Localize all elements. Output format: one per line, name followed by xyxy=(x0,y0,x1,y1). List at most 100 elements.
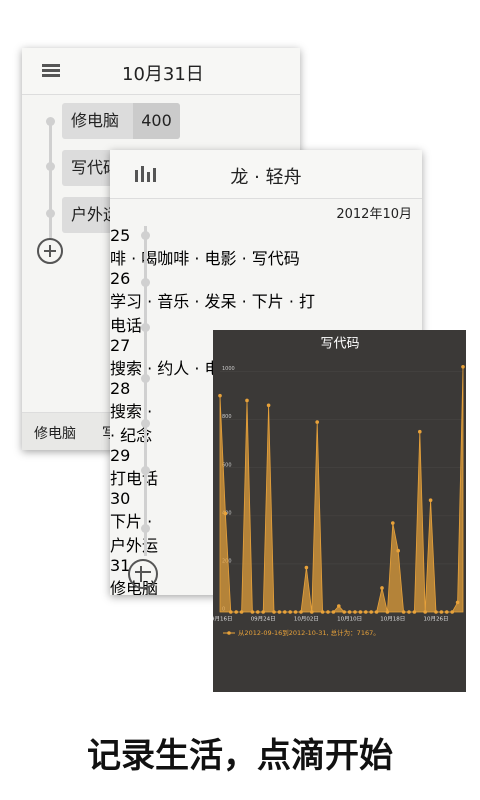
header: 龙 · 轻舟 xyxy=(110,150,422,199)
item-label: 户外运 xyxy=(71,205,120,224)
point xyxy=(250,610,255,614)
x-tick-label: 10月02日 xyxy=(294,616,319,623)
point xyxy=(353,610,357,614)
point xyxy=(450,610,454,614)
item-value: 400 xyxy=(133,103,180,139)
day-number: 27 xyxy=(110,336,131,355)
point xyxy=(261,610,265,614)
chart-background xyxy=(213,330,466,692)
point xyxy=(428,498,433,503)
point xyxy=(223,511,228,516)
row-text: 电话 xyxy=(110,316,143,335)
timeline-dot xyxy=(46,162,55,171)
row-text: 搜索 · xyxy=(110,402,153,421)
row-text: · 纪念 xyxy=(110,426,153,445)
point xyxy=(234,610,238,614)
x-tick-label: 09月24日 xyxy=(251,616,276,623)
point xyxy=(239,610,244,614)
point xyxy=(272,610,276,614)
point xyxy=(315,420,319,424)
day-number: 28 xyxy=(110,379,131,398)
date-title: 10月31日 xyxy=(122,64,204,85)
point xyxy=(412,610,417,614)
point xyxy=(396,548,400,553)
point xyxy=(218,393,222,398)
point xyxy=(266,403,271,408)
point xyxy=(283,610,287,614)
timeline-dot xyxy=(141,466,150,475)
header: 10月31日 xyxy=(22,48,300,95)
timeline xyxy=(144,226,147,556)
timeline-dot xyxy=(46,209,55,218)
point xyxy=(369,610,373,614)
row-text: 搜索 · 约人 · 电影 xyxy=(110,359,237,378)
point xyxy=(288,610,292,614)
timeline-dot xyxy=(141,231,150,240)
day-number: 29 xyxy=(110,446,131,465)
y-tick-label: 800 xyxy=(222,414,232,420)
point xyxy=(391,521,395,525)
row-text: 学习 · 音乐 · 发呆 · 下片 · 打 xyxy=(110,292,316,311)
item-label: 修电脑 xyxy=(71,111,120,130)
point xyxy=(347,610,352,614)
x-tick-label: 10月18日 xyxy=(380,616,405,623)
timeline-dot xyxy=(141,419,150,428)
x-tick-label: 09月16日 xyxy=(213,616,233,623)
caption: 记录生活，点滴开始 xyxy=(87,736,393,776)
point xyxy=(423,610,427,614)
point xyxy=(310,610,314,614)
x-tick-label: 10月10日 xyxy=(337,616,362,623)
point xyxy=(331,610,336,614)
timeline-dot xyxy=(46,117,55,126)
point xyxy=(364,610,368,614)
legend-dot xyxy=(227,631,231,635)
point xyxy=(439,610,444,614)
point xyxy=(337,604,341,608)
stats-icon[interactable] xyxy=(134,164,158,184)
day-number: 31 xyxy=(110,556,131,575)
add-button[interactable] xyxy=(128,559,158,589)
timeline xyxy=(49,118,52,238)
point xyxy=(229,610,233,614)
point xyxy=(385,610,390,614)
point xyxy=(380,586,384,590)
row-list: 25 啡 · 喝咖啡 · 电影 · 写代码 26 学习 · 音乐 · 发呆 · 下片 … xyxy=(110,226,422,595)
menu-icon[interactable] xyxy=(42,64,60,67)
point xyxy=(401,610,406,614)
point xyxy=(326,610,330,614)
point xyxy=(445,610,449,614)
x-tick-label: 10月26日 xyxy=(424,616,449,623)
point xyxy=(342,610,346,614)
row-text: 啡 · 喝咖啡 · 电影 · 写代码 xyxy=(110,249,300,268)
day-number: 25 xyxy=(110,226,131,245)
point xyxy=(358,610,363,614)
add-button[interactable] xyxy=(37,238,63,264)
day-number: 26 xyxy=(110,269,131,288)
point xyxy=(461,365,465,369)
point xyxy=(418,429,422,434)
tab[interactable]: 修电脑 xyxy=(34,426,76,442)
point xyxy=(320,610,325,614)
point xyxy=(299,610,303,614)
chart-title: 写代码 xyxy=(320,337,359,352)
timeline-dot xyxy=(141,278,150,287)
day-number: 30 xyxy=(110,489,131,508)
point xyxy=(434,610,438,614)
item[interactable]: 修电脑 400 xyxy=(62,103,180,139)
user-title: 龙 · 轻舟 xyxy=(230,167,302,188)
point xyxy=(277,610,282,614)
point xyxy=(407,610,411,614)
timeline-dot xyxy=(141,524,150,533)
legend-label: 从2012-09-16到2012-10-31, 总计为：7167。 xyxy=(238,628,380,637)
point xyxy=(245,398,249,403)
point xyxy=(256,610,260,614)
point xyxy=(304,565,309,570)
y-tick-label: 1000 xyxy=(222,366,235,372)
point xyxy=(455,600,460,605)
chart-screen: 写代码 0200400600800100009月16日09月24日10月02日1… xyxy=(213,330,466,692)
y-tick-label: 600 xyxy=(222,462,232,468)
point xyxy=(374,610,379,614)
item-label: 写代码 xyxy=(71,158,120,177)
timeline-dot xyxy=(141,374,150,383)
